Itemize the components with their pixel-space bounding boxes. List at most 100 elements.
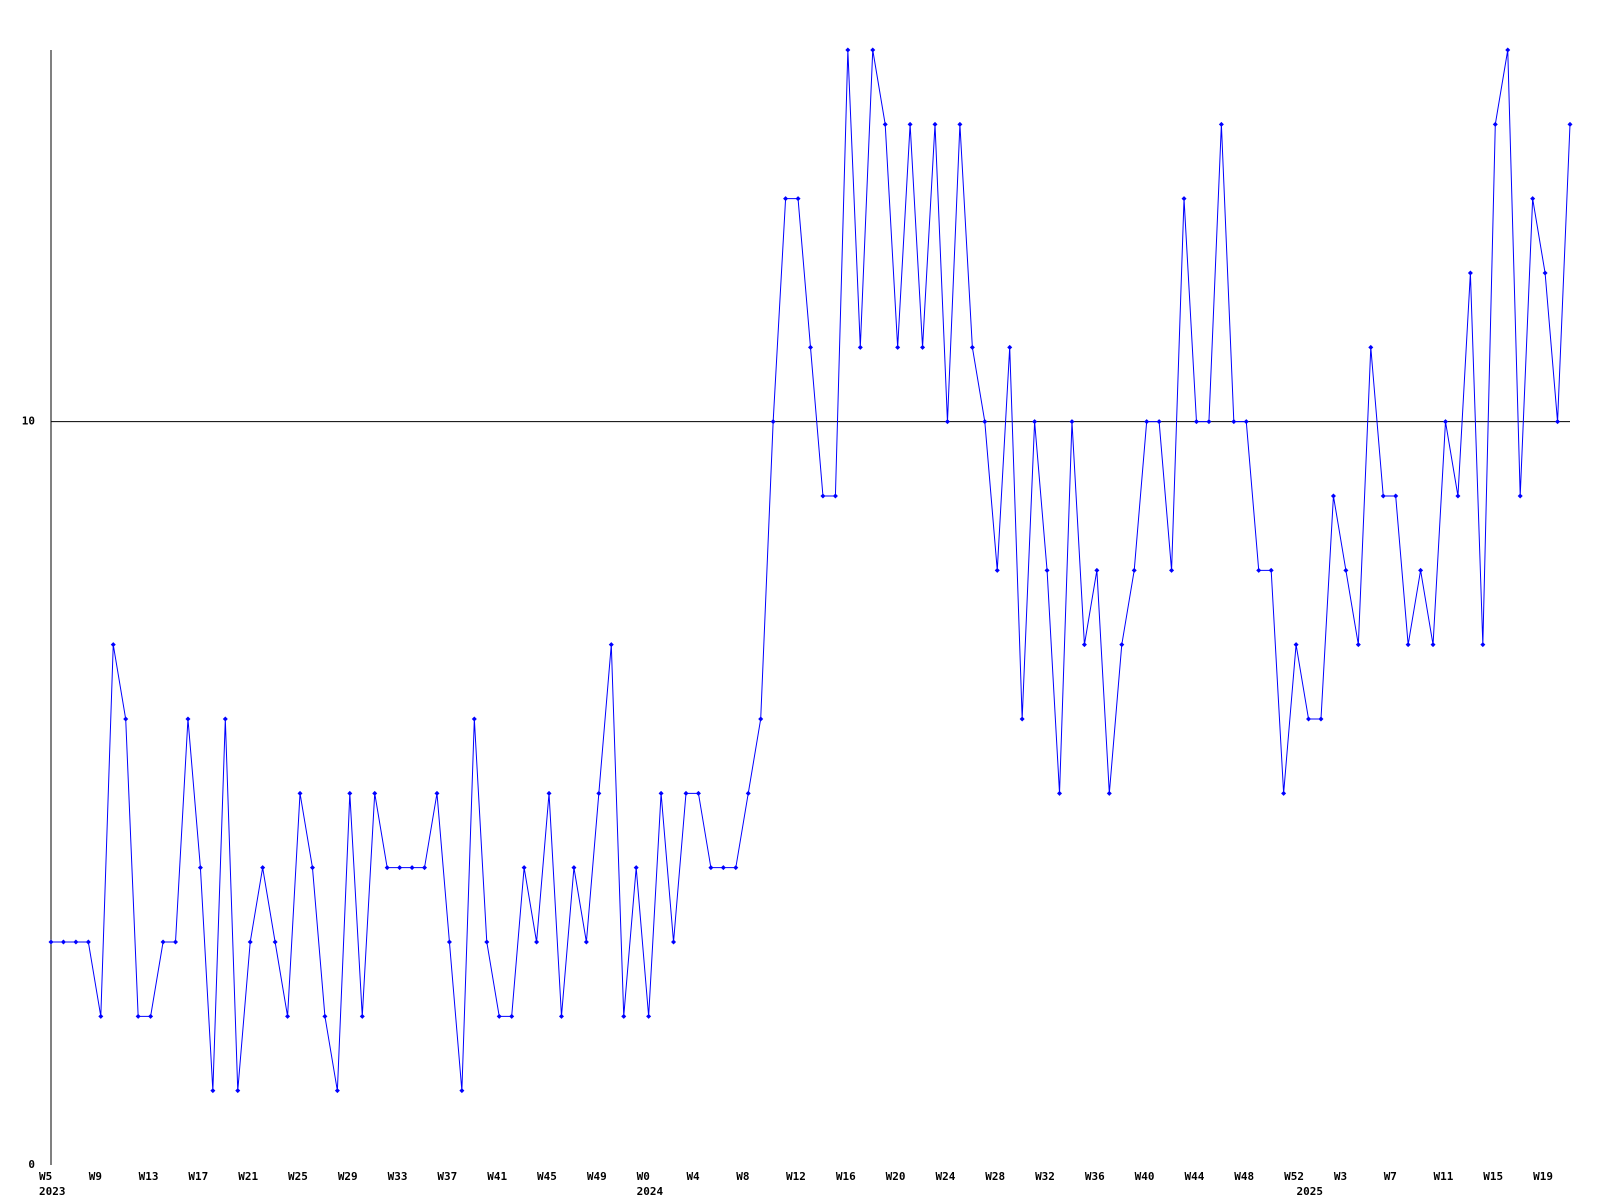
x-tick-label: W36 [1085,1170,1105,1183]
x-year-label: 2023 [39,1185,66,1198]
data-point [1555,419,1561,425]
data-point [1393,493,1399,499]
x-tick-label: W24 [935,1170,955,1183]
data-point [1542,270,1548,276]
data-point [832,493,838,499]
data-point [982,419,988,425]
data-point [758,716,764,722]
data-point [1144,419,1150,425]
data-point [683,790,689,796]
data-point [795,196,801,202]
data-point [633,865,639,871]
data-point [1517,493,1523,499]
data-point [247,939,253,945]
x-tick-label: W25 [288,1170,308,1183]
data-point [1418,567,1424,573]
data-point [671,939,677,945]
data-point [1530,196,1536,202]
x-tick-label: W12 [786,1170,806,1183]
data-point [1480,642,1486,648]
data-point [558,1013,564,1019]
y-tick-label: 10 [22,415,35,428]
data-point [770,419,776,425]
data-point [471,716,477,722]
data-point [882,121,888,127]
data-point [944,419,950,425]
data-point [1492,121,1498,127]
data-point [1119,642,1125,648]
x-tick-label: W11 [1433,1170,1453,1183]
data-point [1318,716,1324,722]
data-point [1019,716,1025,722]
x-tick-label: W15 [1483,1170,1503,1183]
data-point [73,939,79,945]
x-tick-label: W40 [1135,1170,1155,1183]
data-point [1243,419,1249,425]
data-point [1057,790,1063,796]
data-point [446,939,452,945]
data-point [347,790,353,796]
data-point [459,1088,465,1094]
x-tick-label: W17 [188,1170,208,1183]
data-point [1169,567,1175,573]
data-point [1256,567,1262,573]
data-point [870,47,876,53]
data-point [583,939,589,945]
data-point [85,939,91,945]
data-point [1430,642,1436,648]
data-point [222,716,228,722]
data-point [1181,196,1187,202]
x-tick-label: W29 [338,1170,358,1183]
data-point [1094,567,1100,573]
data-point [285,1013,291,1019]
x-tick-label: W48 [1234,1170,1254,1183]
data-point [1467,270,1473,276]
data-point [708,865,714,871]
data-point [1281,790,1287,796]
data-point [48,939,54,945]
data-point [1505,47,1511,53]
data-point [422,865,428,871]
data-point [434,790,440,796]
data-point [745,790,751,796]
y-tick-label: 0 [28,1158,35,1171]
data-point [110,642,116,648]
data-point [197,865,203,871]
data-point [185,716,191,722]
data-point [1032,419,1038,425]
data-point [1193,419,1199,425]
data-point [334,1088,340,1094]
x-tick-label: W32 [1035,1170,1055,1183]
data-point [309,865,315,871]
x-tick-label: W41 [487,1170,507,1183]
data-point [384,865,390,871]
data-point [546,790,552,796]
x-tick-label: W8 [736,1170,749,1183]
x-tick-label: W52 [1284,1170,1304,1183]
data-point [1455,493,1461,499]
data-point [658,790,664,796]
x-tick-label: W37 [437,1170,457,1183]
data-point [160,939,166,945]
data-point [695,790,701,796]
data-point [210,1088,216,1094]
data-point [932,121,938,127]
x-year-label: 2024 [637,1185,664,1198]
x-tick-label: W20 [886,1170,906,1183]
data-point [484,939,490,945]
data-point [272,939,278,945]
data-point [1355,642,1361,648]
x-tick-label: W7 [1384,1170,1397,1183]
data-point [1442,419,1448,425]
data-point [571,865,577,871]
data-point [372,790,378,796]
data-point [596,790,602,796]
data-point [1044,567,1050,573]
data-point [994,567,1000,573]
data-point [1081,642,1087,648]
data-point [397,865,403,871]
data-point [845,47,851,53]
data-point [534,939,540,945]
data-point [820,493,826,499]
